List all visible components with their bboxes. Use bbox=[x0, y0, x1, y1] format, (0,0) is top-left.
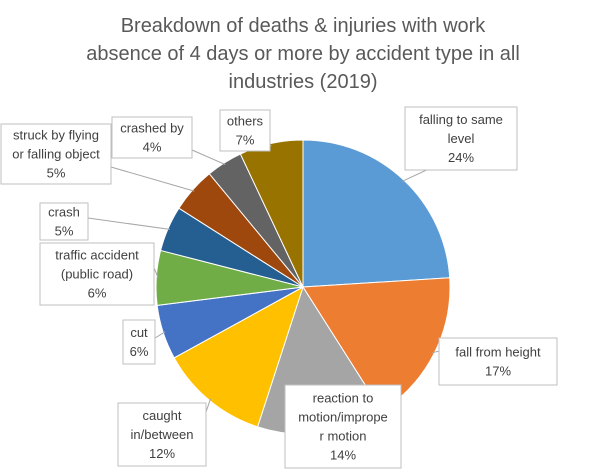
data-label-text-0-1: level bbox=[448, 131, 475, 146]
data-label-2: reaction to motion/imprope r motion 14% bbox=[284, 384, 402, 469]
data-label-box-8 bbox=[111, 116, 193, 159]
chart-title: Breakdown of deaths & injuries with work… bbox=[86, 15, 520, 93]
data-label-0: falling to same level 24% bbox=[404, 106, 518, 171]
chart-title-line-3: industries (2019) bbox=[229, 71, 378, 93]
data-label-text-8-0: crashed by bbox=[120, 121, 184, 136]
data-label-7: struck by flying or falling object 5% bbox=[0, 123, 112, 185]
leader-line-4 bbox=[154, 331, 166, 339]
data-label-value-8: 4% bbox=[143, 140, 162, 155]
leader-line-7 bbox=[110, 166, 195, 192]
data-label-value-5: 6% bbox=[88, 286, 107, 301]
leader-line-8 bbox=[191, 149, 226, 166]
data-label-value-6: 5% bbox=[55, 224, 74, 239]
data-label-value-9: 7% bbox=[236, 133, 255, 148]
data-label-text-2-2: r motion bbox=[320, 429, 367, 444]
data-label-box-3 bbox=[117, 402, 207, 467]
chart-title-line-2: absence of 4 days or more by accident ty… bbox=[86, 43, 520, 65]
leader-line-3 bbox=[205, 398, 212, 413]
data-label-text-0-0: falling to same bbox=[419, 112, 503, 127]
data-label-4: cut 6% bbox=[122, 319, 156, 365]
data-label-text-9-0: others bbox=[227, 114, 264, 129]
pie-slice-0 bbox=[302, 139, 451, 288]
leader-line-6 bbox=[87, 217, 170, 230]
data-label-text-2-0: reaction to bbox=[313, 391, 374, 406]
data-label-box-4 bbox=[122, 319, 156, 365]
data-label-box-0 bbox=[404, 106, 518, 171]
pie-slice-9 bbox=[239, 139, 304, 288]
data-label-value-7: 5% bbox=[47, 166, 66, 181]
data-label-box-1 bbox=[438, 337, 558, 386]
data-label-text-6-0: crash bbox=[48, 205, 80, 220]
data-label-box-6 bbox=[39, 202, 89, 241]
data-label-value-3: 12% bbox=[149, 446, 175, 461]
data-label-box-7 bbox=[0, 123, 112, 185]
data-label-value-0: 24% bbox=[448, 150, 474, 165]
data-label-text-5-0: traffic accident bbox=[55, 248, 139, 263]
data-label-box-5 bbox=[39, 242, 155, 306]
data-label-text-7-0: struck by flying bbox=[13, 128, 99, 143]
data-label-value-2: 14% bbox=[330, 448, 356, 463]
data-label-text-3-0: caught bbox=[142, 408, 181, 423]
data-label-text-3-1: in/between bbox=[131, 427, 194, 442]
data-label-text-5-1: (public road) bbox=[61, 267, 133, 282]
pie-slice-3 bbox=[173, 285, 304, 428]
data-label-3: caught in/between 12% bbox=[117, 402, 207, 467]
data-label-text-7-1: or falling object bbox=[12, 147, 100, 162]
data-label-5: traffic accident (public road) 6% bbox=[39, 242, 155, 306]
data-labels: falling to same level 24% fall from height 1… bbox=[0, 106, 558, 469]
data-label-text-4-0: cut bbox=[130, 325, 148, 340]
data-label-1: fall from height 17% bbox=[438, 337, 558, 386]
data-label-text-2-1: motion/imprope bbox=[298, 410, 388, 425]
data-label-8: crashed by 4% bbox=[111, 116, 193, 159]
chart-title-line-1: Breakdown of deaths & injuries with work bbox=[121, 15, 487, 37]
data-label-value-4: 6% bbox=[130, 344, 149, 359]
data-label-text-1-0: fall from height bbox=[455, 345, 541, 360]
data-label-value-1: 17% bbox=[485, 364, 511, 379]
data-label-box-2 bbox=[284, 384, 402, 469]
data-label-6: crash 5% bbox=[39, 202, 89, 241]
data-label-9: others 7% bbox=[219, 109, 271, 152]
leader-line-5 bbox=[153, 267, 159, 279]
data-label-box-9 bbox=[219, 109, 271, 152]
